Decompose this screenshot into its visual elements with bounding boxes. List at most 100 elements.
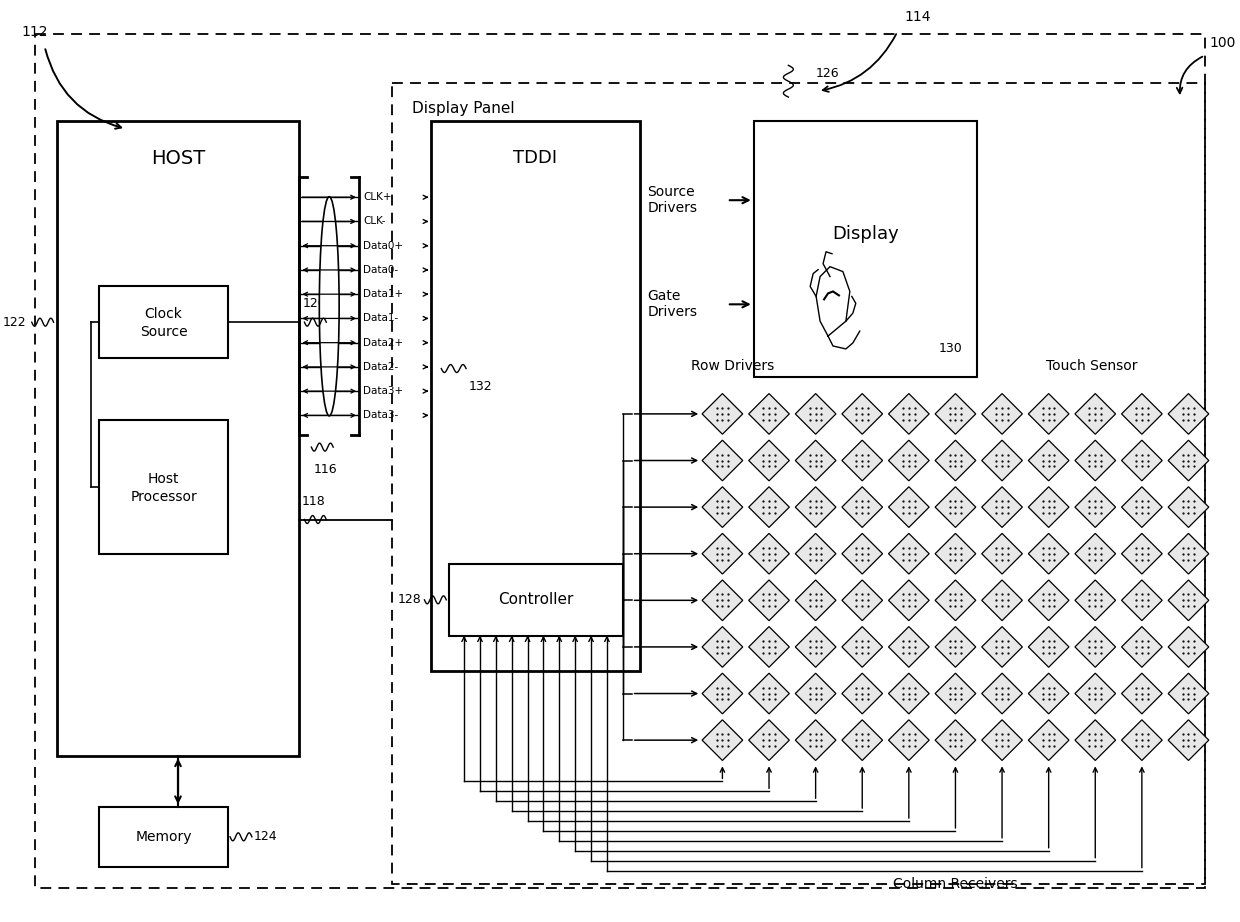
Polygon shape (749, 627, 790, 668)
Polygon shape (702, 394, 743, 434)
Text: Touch Sensor: Touch Sensor (1047, 359, 1137, 372)
Text: 124: 124 (254, 831, 278, 844)
Text: Memory: Memory (135, 830, 192, 844)
Polygon shape (749, 720, 790, 761)
Polygon shape (1168, 534, 1209, 574)
Polygon shape (1168, 720, 1209, 761)
Polygon shape (842, 720, 883, 761)
Text: Host: Host (148, 472, 180, 486)
Polygon shape (1028, 440, 1069, 481)
Polygon shape (795, 394, 836, 434)
Polygon shape (749, 487, 790, 527)
Polygon shape (1121, 487, 1162, 527)
Polygon shape (1028, 534, 1069, 574)
Polygon shape (702, 720, 743, 761)
Polygon shape (749, 580, 790, 621)
Polygon shape (749, 673, 790, 714)
Polygon shape (749, 440, 790, 481)
Polygon shape (795, 627, 836, 668)
Polygon shape (795, 487, 836, 527)
Text: Column Receivers: Column Receivers (893, 878, 1018, 892)
Text: Data3+: Data3+ (363, 386, 403, 396)
Polygon shape (889, 394, 929, 434)
Text: Source: Source (140, 325, 187, 339)
Text: 112: 112 (21, 25, 48, 39)
Polygon shape (935, 440, 976, 481)
Polygon shape (1168, 487, 1209, 527)
Polygon shape (702, 580, 743, 621)
Polygon shape (889, 580, 929, 621)
Text: Gate
Drivers: Gate Drivers (647, 290, 698, 319)
Polygon shape (1121, 580, 1162, 621)
Bar (754, 121, 977, 377)
Text: Data1-: Data1- (363, 313, 398, 324)
Polygon shape (702, 627, 743, 668)
Bar (449, 564, 622, 635)
Polygon shape (842, 394, 883, 434)
Text: 116: 116 (314, 463, 337, 476)
Polygon shape (889, 487, 929, 527)
Text: Display Panel: Display Panel (412, 101, 515, 116)
Polygon shape (842, 440, 883, 481)
Polygon shape (749, 394, 790, 434)
Text: Processor: Processor (130, 491, 197, 504)
Polygon shape (1168, 673, 1209, 714)
Polygon shape (982, 627, 1022, 668)
Text: 120: 120 (303, 297, 326, 311)
Polygon shape (935, 394, 976, 434)
Text: CLK-: CLK- (363, 217, 386, 227)
Polygon shape (842, 673, 883, 714)
Polygon shape (1075, 534, 1116, 574)
Text: Display: Display (832, 225, 899, 242)
Polygon shape (1075, 394, 1116, 434)
Polygon shape (889, 673, 929, 714)
Polygon shape (935, 580, 976, 621)
Polygon shape (1075, 580, 1116, 621)
Polygon shape (1121, 720, 1162, 761)
Text: Data1+: Data1+ (363, 290, 403, 299)
Polygon shape (889, 534, 929, 574)
Polygon shape (1075, 673, 1116, 714)
Text: Source
Drivers: Source Drivers (647, 185, 698, 216)
Ellipse shape (320, 196, 340, 416)
Polygon shape (795, 720, 836, 761)
Text: CLK+: CLK+ (363, 192, 392, 202)
Bar (99, 287, 228, 358)
Polygon shape (982, 487, 1022, 527)
Text: Controller: Controller (498, 592, 574, 608)
Polygon shape (1121, 440, 1162, 481)
Polygon shape (842, 580, 883, 621)
Polygon shape (889, 627, 929, 668)
Polygon shape (702, 534, 743, 574)
Polygon shape (795, 673, 836, 714)
Polygon shape (1028, 394, 1069, 434)
Bar (432, 121, 640, 671)
Polygon shape (1075, 440, 1116, 481)
Polygon shape (842, 627, 883, 668)
Polygon shape (1168, 394, 1209, 434)
Text: 122: 122 (4, 315, 27, 328)
Polygon shape (842, 534, 883, 574)
Polygon shape (935, 673, 976, 714)
Text: 118: 118 (301, 494, 325, 508)
Polygon shape (795, 580, 836, 621)
Text: Data0-: Data0- (363, 265, 398, 275)
Polygon shape (982, 440, 1022, 481)
Polygon shape (935, 720, 976, 761)
Polygon shape (795, 440, 836, 481)
Text: Data2-: Data2- (363, 362, 398, 372)
Polygon shape (702, 440, 743, 481)
Polygon shape (1075, 487, 1116, 527)
Polygon shape (1075, 627, 1116, 668)
Polygon shape (889, 720, 929, 761)
Text: Data3-: Data3- (363, 410, 398, 420)
Text: 128: 128 (398, 594, 422, 607)
Polygon shape (1168, 580, 1209, 621)
Polygon shape (1028, 720, 1069, 761)
Text: 100: 100 (1210, 37, 1236, 51)
Polygon shape (889, 440, 929, 481)
Polygon shape (702, 673, 743, 714)
Polygon shape (982, 673, 1022, 714)
Polygon shape (795, 534, 836, 574)
Text: TDDI: TDDI (513, 148, 558, 167)
